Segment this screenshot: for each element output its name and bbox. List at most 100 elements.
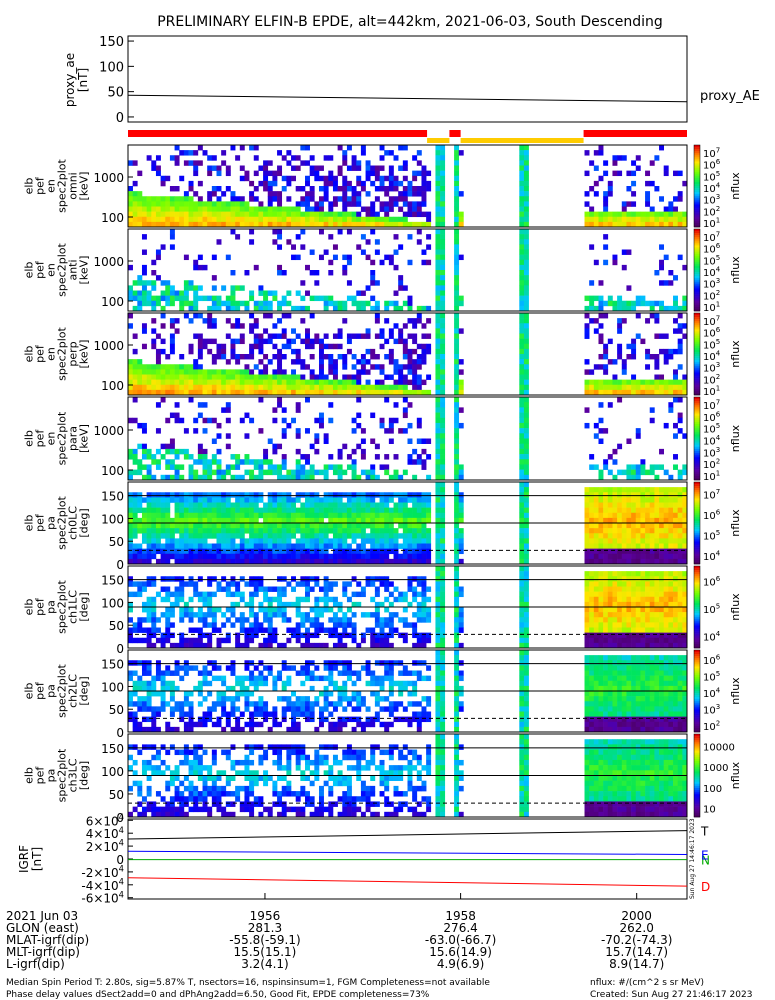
spectrogram-cell: [360, 369, 366, 375]
spectrogram-cell: [309, 165, 315, 171]
spectrogram-cell: [332, 300, 338, 307]
spectrogram-cell: [379, 523, 385, 529]
spectrogram-cell: [318, 216, 324, 223]
spectrogram-cell: [155, 379, 161, 386]
spectrogram-cell: [183, 428, 189, 434]
spectrogram-cell: [305, 627, 310, 633]
spectrogram-cell: [519, 145, 525, 151]
colorbar-cell: [694, 525, 700, 528]
spectrogram-cell: [342, 523, 348, 529]
spectrogram-cell: [291, 497, 296, 503]
spectrogram-cell: [519, 374, 525, 380]
spectrogram-cell: [649, 622, 655, 628]
spectrogram-cell: [398, 145, 404, 151]
spectrogram-cell: [318, 502, 324, 508]
spectrogram-cell: [659, 264, 665, 271]
spectrogram-cell: [523, 275, 529, 281]
spectrogram-cell: [523, 354, 529, 360]
spectrogram-cell: [370, 295, 376, 302]
spectrogram-cell: [584, 512, 590, 519]
spectrogram-cell: [365, 328, 371, 334]
spectrogram-cell: [216, 538, 222, 544]
spectrogram-cell: [621, 543, 627, 549]
spectrogram-cell: [211, 497, 217, 503]
colorbar-cell: [694, 218, 700, 222]
spectrogram-cell: [151, 596, 157, 603]
spectrogram-cell: [160, 379, 166, 386]
spectrogram-cell: [342, 206, 348, 212]
spectrogram-cell: [332, 492, 338, 498]
spectrogram-cell: [160, 305, 166, 312]
colorbar-frame: [693, 481, 701, 565]
spectrogram-cell: [603, 459, 609, 465]
spectrogram-cell: [374, 443, 380, 450]
spectrogram-cell: [584, 221, 590, 228]
spectrogram-cell: [300, 576, 306, 582]
spectrogram-cell: [328, 454, 334, 460]
panel-ylabel-line: elb: [23, 515, 36, 532]
spectrogram-cell: [435, 571, 441, 577]
spectrogram-cell: [169, 591, 175, 598]
spectrogram-cell: [631, 474, 637, 481]
spectrogram-cell: [258, 428, 264, 434]
spectrogram-cell: [165, 533, 171, 539]
panel-ylabel-line: pef: [34, 513, 47, 532]
spectrogram-cell: [612, 591, 618, 598]
spectrogram-cell: [263, 305, 269, 312]
spectrogram-cell: [593, 558, 599, 565]
panel-ylabel-line: perp: [67, 341, 80, 366]
spectrogram-cell: [174, 591, 180, 598]
spectrogram-cell: [174, 601, 180, 608]
spectrogram-cell: [351, 558, 357, 565]
spectrogram-cell: [179, 389, 185, 396]
spectrogram-cell: [398, 379, 404, 386]
spectrogram-cell: [603, 576, 609, 582]
spectrogram-cell: [673, 571, 678, 577]
spectrogram-cell: [216, 523, 222, 529]
spectrogram-cell: [202, 502, 208, 508]
spectrogram-cell: [314, 270, 320, 276]
spectrogram-cell: [286, 533, 292, 539]
spectrogram-cell: [225, 389, 231, 396]
spectrogram-cell: [188, 180, 194, 187]
spectrogram-cell: [454, 512, 460, 519]
spectrogram-cell: [249, 216, 255, 223]
spectrogram-cell: [179, 533, 185, 539]
spectrogram-cell: [160, 369, 166, 375]
spectrogram-cell: [682, 637, 688, 644]
spectrogram-cell: [337, 502, 343, 508]
spectrogram-cell: [677, 523, 683, 529]
spectrogram-cell: [342, 201, 348, 207]
spectrogram-cell: [435, 264, 441, 271]
spectrogram-cell: [146, 523, 152, 529]
spectrogram-cell: [235, 454, 241, 460]
spectrogram-cell: [388, 206, 394, 212]
spectrogram-cell: [649, 502, 655, 508]
spectrogram-cell: [211, 338, 217, 345]
spectrogram-cell: [132, 448, 138, 455]
panel-ylabel-line: [keV]: [78, 424, 91, 453]
spectrogram-cell: [239, 384, 245, 391]
spectrogram-cell: [277, 612, 283, 618]
spectrogram-cell: [631, 201, 637, 207]
spectrogram-cell: [607, 601, 613, 608]
spectrogram-cell: [193, 428, 199, 434]
spectrogram-cell: [617, 497, 623, 503]
spectrogram-cell: [388, 543, 394, 549]
spectrogram-cell: [593, 543, 599, 549]
spectrogram-cell: [598, 528, 604, 534]
spectrogram-cell: [346, 389, 352, 396]
spectrogram-cell: [235, 354, 241, 360]
spectrogram-cell: [635, 548, 641, 555]
spectrogram-cell: [221, 528, 227, 534]
spectrogram-cell: [454, 448, 460, 455]
spectrogram-cell: [612, 300, 618, 307]
spectrogram-cell: [253, 581, 259, 587]
spectrogram-cell: [682, 581, 688, 587]
spectrogram-cell: [128, 627, 133, 633]
spectrogram-cell: [197, 412, 203, 419]
spectrogram-cell: [407, 528, 413, 534]
spectrogram-cell: [146, 596, 152, 603]
spectrogram-cell: [332, 175, 338, 182]
spectrogram-cell: [388, 374, 394, 380]
